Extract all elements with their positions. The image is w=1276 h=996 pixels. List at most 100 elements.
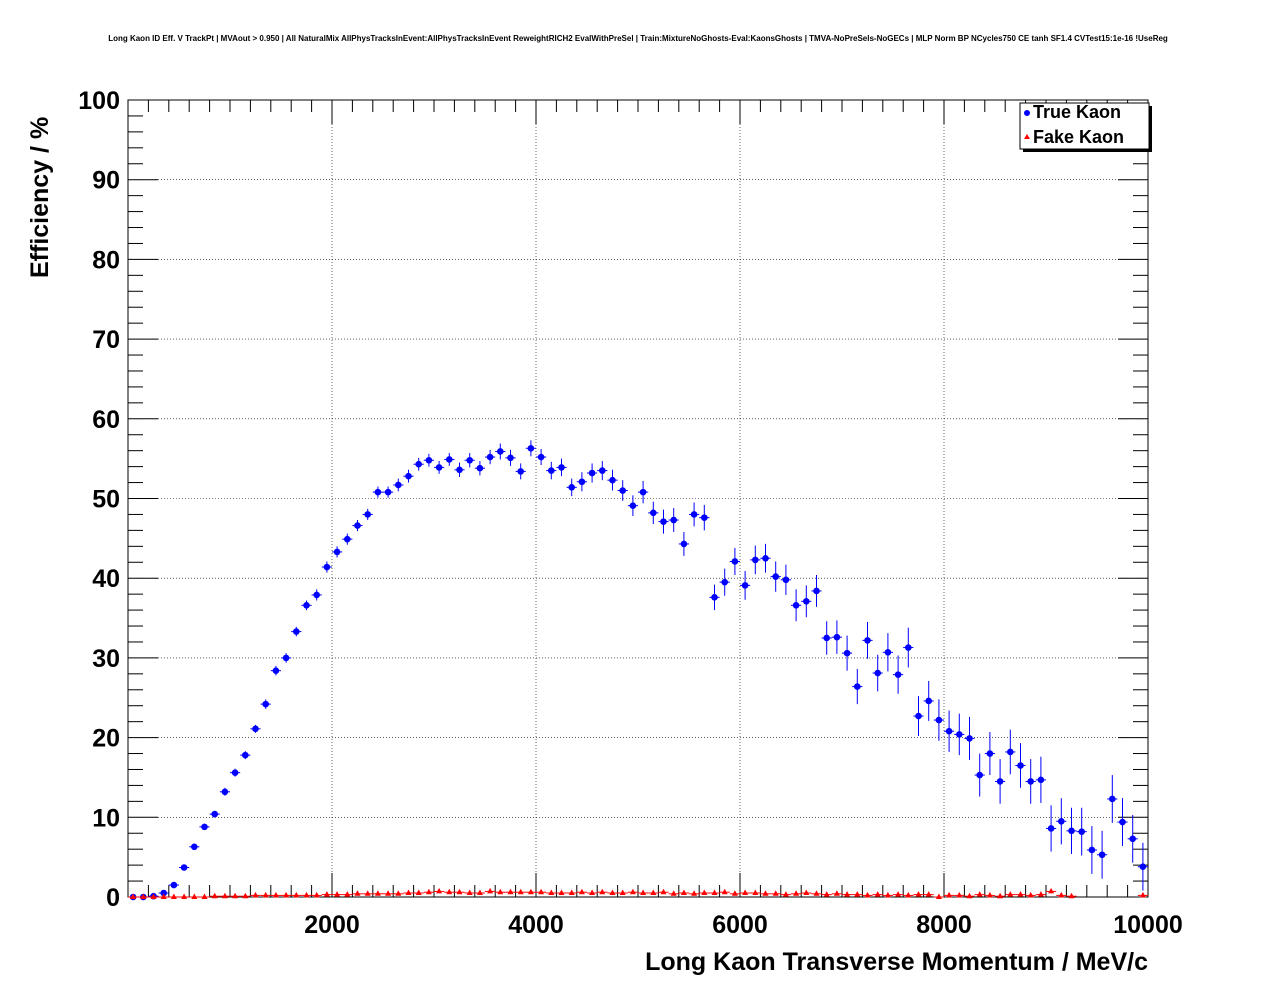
data-point [232, 892, 239, 899]
data-point [1048, 887, 1055, 894]
data-point [537, 453, 545, 461]
y-tick-label: 20 [92, 725, 120, 753]
data-point [578, 888, 585, 895]
data-point [415, 460, 423, 468]
data-point [792, 601, 800, 609]
series-true-kaon [128, 440, 1148, 901]
data-point [599, 888, 606, 895]
grid [128, 100, 1149, 897]
data-point [191, 893, 198, 899]
data-point [436, 887, 443, 894]
data-point [874, 891, 881, 897]
data-point [986, 891, 993, 898]
data-point [680, 540, 688, 548]
data-point [446, 456, 453, 463]
data-point [1109, 795, 1116, 803]
data-point [731, 890, 738, 896]
data-point [996, 778, 1004, 785]
data-point [894, 671, 902, 678]
data-point [548, 467, 555, 474]
data-point [150, 893, 157, 899]
data-point [925, 891, 932, 897]
data-point [456, 466, 463, 474]
data-point [517, 468, 524, 475]
series-fake-kaon [128, 887, 1148, 899]
data-point [905, 891, 912, 898]
data-point [262, 700, 270, 708]
data-point [568, 889, 575, 896]
data-point [538, 888, 545, 895]
data-point [548, 889, 555, 896]
data-point [527, 444, 535, 452]
data-point [782, 891, 789, 897]
data-point [884, 891, 891, 898]
data-point [354, 522, 361, 529]
data-point [1007, 748, 1014, 756]
data-point [211, 810, 218, 818]
data-point [568, 484, 575, 491]
data-point [1037, 776, 1045, 784]
data-point [762, 890, 769, 896]
data-point [486, 453, 494, 461]
data-point [905, 644, 912, 651]
data-point [884, 649, 892, 656]
data-point [191, 843, 198, 851]
data-point [701, 889, 708, 896]
data-point [425, 888, 432, 895]
data-point [313, 591, 321, 599]
data-point [609, 889, 616, 896]
data-point [803, 889, 810, 896]
data-point [1027, 891, 1034, 898]
data-point [793, 890, 800, 896]
data-point [895, 891, 902, 897]
data-point [711, 889, 718, 896]
data-point [925, 697, 932, 705]
data-point [384, 488, 392, 496]
data-point [435, 464, 443, 471]
data-point [997, 892, 1004, 899]
data-point [578, 478, 586, 486]
data-point [956, 731, 963, 738]
data-point [650, 509, 657, 517]
data-point [629, 502, 637, 509]
y-tick-label: 70 [92, 326, 120, 354]
data-point [252, 891, 259, 898]
data-point [303, 891, 310, 898]
data-point [130, 893, 137, 899]
data-point [293, 891, 300, 898]
data-point [334, 891, 341, 897]
y-tick-label: 100 [78, 87, 120, 115]
y-tick-label: 80 [92, 246, 120, 274]
x-tick-label: 10000 [1113, 911, 1183, 939]
data-point [680, 889, 687, 896]
data-point [181, 893, 188, 899]
data-point [833, 633, 841, 641]
x-tick-label: 8000 [916, 911, 972, 939]
legend: True Kaon Fake Kaon [1019, 102, 1152, 152]
data-point [874, 669, 881, 677]
data-series [128, 440, 1148, 901]
data-point [415, 889, 422, 896]
y-tick-label: 50 [92, 486, 120, 514]
data-point [160, 893, 167, 899]
data-point [650, 889, 657, 896]
data-point [701, 514, 708, 521]
data-point [660, 518, 667, 525]
data-point [1017, 762, 1024, 769]
data-point [385, 890, 392, 896]
x-tick-label: 2000 [304, 911, 360, 939]
data-point [752, 556, 759, 564]
data-point [446, 888, 453, 895]
data-point [711, 594, 718, 601]
data-point [1017, 891, 1024, 897]
y-tick-label: 60 [92, 406, 120, 434]
y-tick-label: 30 [92, 645, 120, 673]
data-point [854, 683, 861, 690]
data-point [170, 893, 177, 899]
data-point [691, 890, 698, 896]
data-point [864, 891, 871, 898]
data-point [976, 891, 983, 897]
data-point [1007, 891, 1014, 897]
data-point [476, 889, 483, 896]
